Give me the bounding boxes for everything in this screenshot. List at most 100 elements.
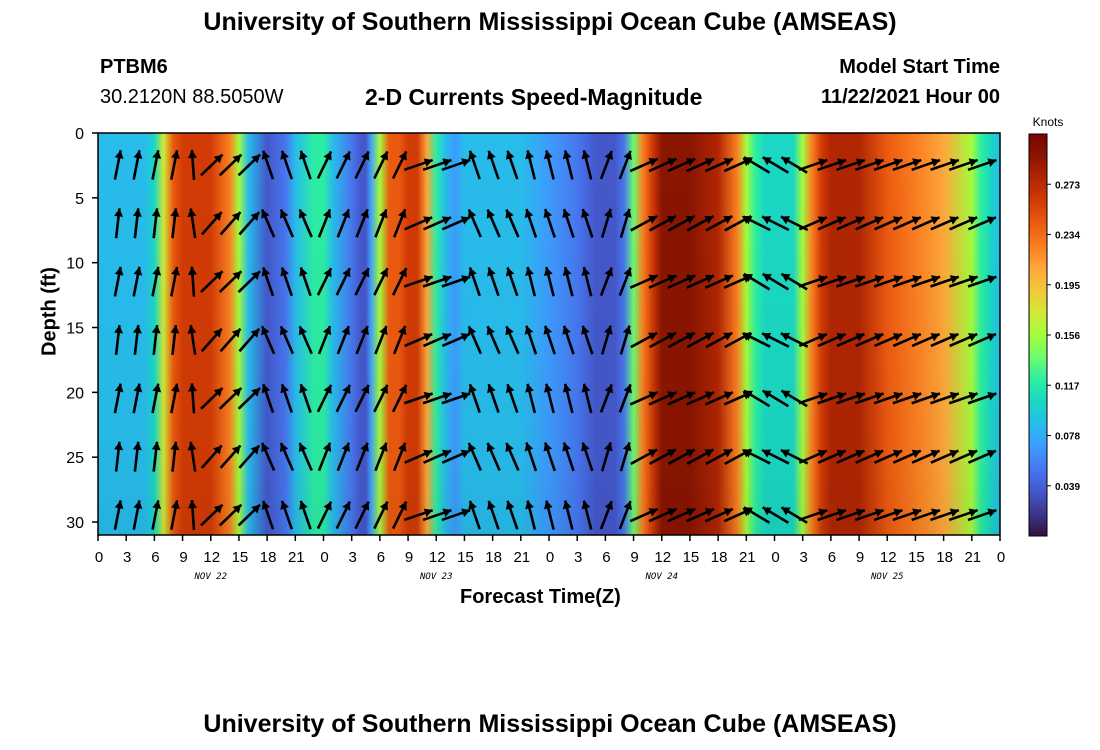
y-tick-label: 20 — [66, 385, 84, 402]
current-vector-arrow — [949, 332, 978, 348]
arrow-head — [299, 384, 308, 394]
arrow-head — [152, 150, 162, 159]
arrow-head — [893, 275, 903, 284]
current-vector-arrow — [873, 391, 903, 405]
current-vector-arrow — [780, 389, 808, 408]
current-vector-arrow — [967, 216, 997, 231]
arrow-head — [874, 449, 884, 459]
arrow-head — [379, 151, 388, 161]
arrow-head — [987, 158, 997, 167]
current-vector-arrow — [441, 508, 471, 522]
arrow-head — [232, 387, 242, 397]
current-vector-arrow — [468, 267, 481, 297]
current-vector-arrow — [817, 391, 847, 405]
current-vector-arrow — [836, 508, 866, 522]
x-tick-label: 9 — [630, 549, 638, 566]
current-vector-arrow — [505, 442, 520, 471]
current-vector-arrow — [543, 266, 555, 297]
station-coordinates: 30.2120N 88.5050W — [100, 86, 284, 108]
arrow-head — [648, 391, 658, 400]
current-vector-arrow — [817, 449, 847, 464]
arrow-head — [543, 383, 553, 393]
current-vector-arrow — [599, 150, 614, 180]
arrow-head — [704, 274, 715, 283]
current-vector-arrow — [391, 384, 408, 413]
current-vector-arrow — [761, 506, 790, 524]
current-vector-arrow — [187, 500, 197, 531]
current-vector-arrow — [911, 275, 941, 288]
current-vector-arrow — [299, 500, 312, 530]
current-vector-arrow — [581, 150, 593, 180]
x-tick-label: 21 — [739, 549, 756, 566]
current-vector-arrow — [132, 324, 142, 356]
arrow-head — [423, 508, 433, 518]
current-vector-arrow — [403, 391, 434, 405]
x-tick-label: 9 — [179, 549, 187, 566]
current-vector-arrow — [441, 449, 471, 464]
current-vector-arrow — [261, 150, 275, 180]
arrow-head — [232, 504, 242, 514]
current-vector-arrow — [854, 275, 885, 288]
arrow-head — [187, 441, 197, 451]
arrow-head — [949, 508, 959, 518]
arrow-head — [968, 391, 978, 401]
current-vector-arrow — [391, 150, 408, 179]
arrow-head — [987, 391, 997, 401]
current-vector-arrow — [855, 449, 884, 464]
arrow-head — [892, 216, 903, 225]
current-vector-arrow — [355, 442, 369, 472]
current-vector-arrow — [422, 275, 452, 288]
arrow-head — [525, 267, 534, 276]
arrow-head — [524, 442, 534, 452]
current-vector-arrow — [151, 500, 162, 531]
current-vector-arrow — [667, 274, 696, 289]
arrow-head — [151, 208, 161, 217]
arrow-head — [468, 267, 477, 277]
current-vector-arrow — [422, 158, 452, 172]
current-vector-arrow — [298, 209, 313, 238]
arrow-head — [874, 158, 884, 167]
arrow-head — [441, 333, 452, 342]
current-vector-arrow — [151, 324, 161, 356]
current-vector-arrow — [599, 267, 614, 297]
current-vector-arrow — [581, 500, 593, 530]
arrow-head — [250, 328, 260, 338]
arrow-head — [298, 442, 308, 453]
arrow-head — [505, 442, 514, 453]
arrow-head — [170, 208, 180, 217]
current-vector-arrow — [487, 150, 500, 180]
current-vector-arrow — [618, 500, 632, 530]
arrow-head — [911, 449, 921, 459]
current-vector-arrow — [930, 449, 959, 464]
arrow-head — [467, 209, 477, 219]
arrow-head — [250, 212, 260, 222]
arrow-head — [762, 216, 772, 225]
current-vector-arrow — [629, 391, 659, 406]
current-vector-arrow — [798, 275, 828, 288]
arrow-head — [604, 150, 614, 161]
current-vector-arrow — [132, 500, 143, 531]
current-vector-arrow — [237, 503, 262, 527]
arrow-head — [543, 267, 553, 276]
arrow-head — [762, 332, 772, 341]
arrow-head — [261, 150, 271, 160]
arrow-head — [581, 442, 590, 452]
current-vector-arrow — [836, 449, 865, 464]
current-vector-arrow — [619, 441, 632, 472]
x-tick-label: 12 — [429, 549, 446, 566]
current-vector-arrow — [543, 150, 555, 180]
current-vector-arrow — [280, 267, 294, 297]
current-vector-arrow — [967, 391, 997, 405]
x-axis-title: Forecast Time(Z) — [460, 586, 621, 608]
arrow-head — [604, 267, 614, 277]
current-vector-arrow — [374, 208, 388, 238]
arrow-head — [986, 449, 996, 459]
current-vector-arrow — [170, 324, 180, 356]
arrow-head — [467, 442, 477, 453]
arrow-head — [987, 275, 997, 284]
arrow-head — [817, 333, 827, 342]
arrow-head — [231, 328, 241, 338]
arrow-head — [817, 449, 827, 459]
arrow-head — [604, 208, 613, 218]
arrow-head — [723, 215, 733, 224]
